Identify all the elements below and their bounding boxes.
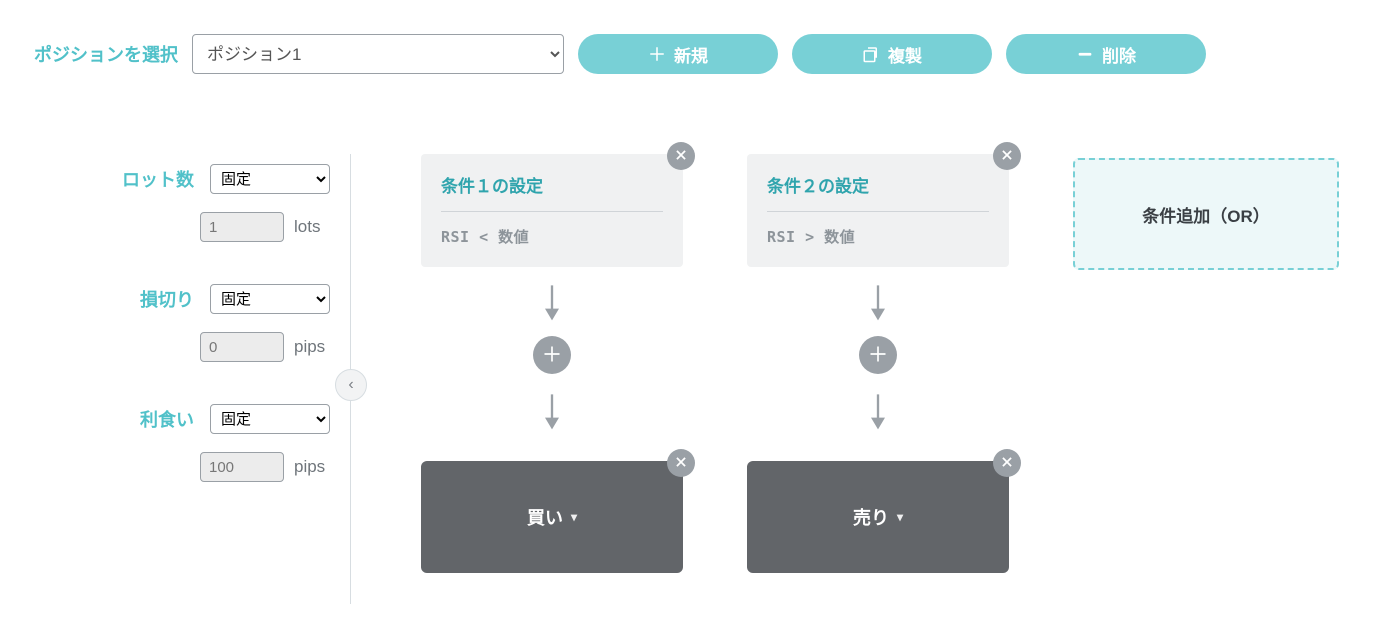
chevron-down-icon: ▾ (571, 510, 577, 524)
param-lot: ロット数 固定 lots (40, 164, 330, 242)
plus-icon (868, 344, 888, 367)
arrow-down-icon (864, 394, 892, 435)
copy-icon (862, 45, 880, 63)
stop-label: 損切り (140, 286, 194, 312)
close-icon (674, 453, 688, 474)
plus-icon (648, 45, 666, 63)
new-button[interactable]: 新規 (578, 34, 778, 74)
action-label: 売り (853, 504, 889, 530)
add-or-label: 条件追加（OR） (1142, 202, 1270, 227)
add-step-button[interactable] (533, 336, 571, 374)
position-select-label: ポジションを選択 (34, 41, 178, 67)
param-stop: 損切り 固定 pips (40, 284, 330, 362)
new-button-label: 新規 (674, 42, 708, 67)
remove-action-button[interactable] (667, 449, 695, 477)
flow-column: 条件２の設定 RSI > 数値 売り (747, 154, 1009, 573)
condition-expression: RSI < 数値 (441, 226, 663, 247)
flow-column: 条件１の設定 RSI < 数値 買い (421, 154, 683, 573)
action-label: 買い (527, 504, 563, 530)
arrow-down-icon (864, 285, 892, 326)
add-or-condition-button[interactable]: 条件追加（OR） (1073, 158, 1339, 270)
delete-button-label: 削除 (1102, 42, 1136, 67)
copy-button[interactable]: 複製 (792, 34, 992, 74)
copy-button-label: 複製 (888, 42, 922, 67)
lot-unit: lots (294, 217, 330, 237)
chevron-left-icon: ‹ (348, 376, 353, 394)
take-mode-select[interactable]: 固定 (210, 404, 330, 434)
condition-title: 条件１の設定 (441, 172, 663, 212)
condition-title: 条件２の設定 (767, 172, 989, 212)
lot-mode-select[interactable]: 固定 (210, 164, 330, 194)
condition-card[interactable]: 条件２の設定 RSI > 数値 (747, 154, 1009, 267)
lot-label: ロット数 (122, 166, 194, 192)
stop-value-input[interactable] (200, 332, 284, 362)
plus-icon (542, 344, 562, 367)
stop-mode-select[interactable]: 固定 (210, 284, 330, 314)
close-icon (1000, 453, 1014, 474)
chevron-down-icon: ▾ (897, 510, 903, 524)
take-label: 利食い (140, 406, 194, 432)
remove-condition-button[interactable] (993, 142, 1021, 170)
stop-unit: pips (294, 337, 330, 357)
param-take: 利食い 固定 pips (40, 404, 330, 482)
take-value-input[interactable] (200, 452, 284, 482)
delete-button[interactable]: 削除 (1006, 34, 1206, 74)
condition-card[interactable]: 条件１の設定 RSI < 数値 (421, 154, 683, 267)
remove-action-button[interactable] (993, 449, 1021, 477)
take-unit: pips (294, 457, 330, 477)
arrow-down-icon (538, 285, 566, 326)
main: ロット数 固定 lots 損切り 固定 pips (0, 154, 1377, 604)
flow-area: 条件１の設定 RSI < 数値 買い (421, 154, 1339, 573)
position-select[interactable]: ポジション1 (192, 34, 564, 74)
minus-icon (1076, 45, 1094, 63)
topbar: ポジションを選択 ポジション1 新規 複製 削除 (0, 0, 1377, 84)
close-icon (1000, 148, 1014, 165)
add-step-button[interactable] (859, 336, 897, 374)
close-icon (674, 148, 688, 165)
action-card[interactable]: 買い ▾ (421, 461, 683, 573)
lot-value-input[interactable] (200, 212, 284, 242)
condition-expression: RSI > 数値 (767, 226, 989, 247)
arrow-down-icon (538, 394, 566, 435)
remove-condition-button[interactable] (667, 142, 695, 170)
action-card[interactable]: 売り ▾ (747, 461, 1009, 573)
collapse-handle[interactable]: ‹ (335, 369, 367, 401)
side-panel: ロット数 固定 lots 損切り 固定 pips (40, 154, 350, 524)
